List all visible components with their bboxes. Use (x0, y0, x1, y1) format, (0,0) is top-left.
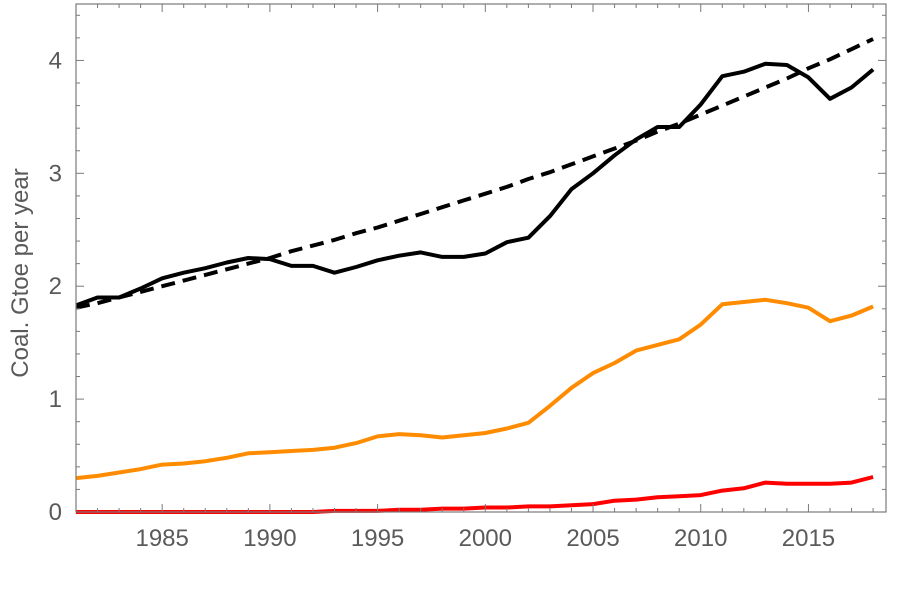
y-axis-label: Coal. Gtoe per year (7, 168, 34, 377)
y-tick-label: 3 (49, 160, 62, 187)
series-line-1 (75, 37, 874, 310)
x-tick-label: 2015 (782, 525, 835, 552)
series-line-2 (75, 297, 874, 481)
x-tick-label: 2005 (566, 525, 619, 552)
series-lines (75, 37, 875, 514)
x-tick-label: 1985 (135, 525, 188, 552)
series-line-0 (75, 61, 875, 308)
x-tick-label: 2010 (674, 525, 727, 552)
y-tick-label: 1 (49, 386, 62, 413)
series-line-3 (76, 475, 874, 514)
y-tick-label: 0 (49, 499, 62, 526)
axis-ticks (75, 4, 886, 513)
plot-frame (75, 3, 887, 513)
x-tick-label: 1990 (243, 525, 296, 552)
y-tick-label: 4 (49, 47, 62, 74)
axis-tick-labels: 1985 1990 1995 2000 2005 2010 2015 0 1 2 3 4 (49, 47, 836, 552)
x-tick-label: 2000 (459, 525, 512, 552)
y-tick-label: 2 (49, 273, 62, 300)
x-tick-label: 1995 (351, 525, 404, 552)
